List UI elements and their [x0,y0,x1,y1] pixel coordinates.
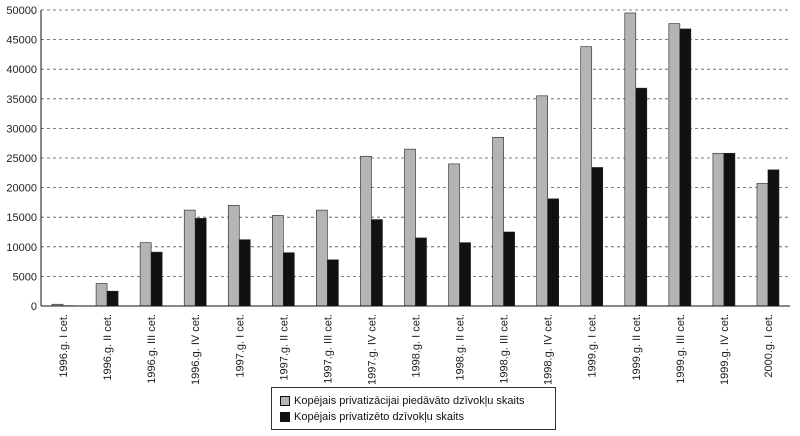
bar-offered [95,283,108,307]
bar-offered [492,136,504,307]
bar-privatized [238,239,251,307]
bar-offered [272,215,284,307]
bar-offered [360,155,372,307]
bar-privatized [635,87,648,307]
x-tick-label: 1998.g. IV cet. [543,314,555,385]
x-tick-label: 1998.g. I cet. [411,314,423,378]
x-tick-label: 2000.g. I cet. [763,314,775,378]
x-tick-label: 1999.g. III cet. [675,314,687,384]
x-tick-label: 1999.g. IV cet. [719,314,731,385]
y-tick-label: 30000 [6,123,37,135]
bar-privatized [150,251,163,307]
bar-privatized [283,252,295,307]
bar-offered [580,46,593,307]
legend-label-privatized: Kopējais privatizēto dzīvokļu skaits [294,411,464,423]
bar-privatized [591,167,604,307]
x-tick-label: 1997.g. III cet. [322,314,334,384]
bar-privatized [547,198,559,307]
y-tick-label: 50000 [6,5,37,17]
bar-offered [624,12,637,307]
legend-swatch-offered [280,396,290,406]
bar-offered [404,148,416,307]
bar-offered [536,95,548,307]
y-tick-label: 40000 [6,64,37,76]
bar-offered [448,163,460,307]
bar-offered [668,23,681,307]
legend-item-privatized: Kopējais privatizēto dzīvokļu skaits [280,410,464,424]
bars [51,12,780,307]
bar-privatized [679,28,692,307]
bar-privatized [327,259,339,307]
x-tick-label: 1999.g. I cet. [587,314,599,378]
x-tick-label: 1997.g. I cet. [234,314,246,378]
y-tick-label: 15000 [6,212,37,224]
y-tick-label: 35000 [6,94,37,106]
x-tick-label: 1996.g. I cet. [58,314,70,378]
bar-privatized [723,152,736,307]
bar-offered [712,152,725,307]
bar-offered [183,209,196,307]
x-tick-label: 1998.g. II cet. [455,314,467,381]
bar-offered [316,209,328,307]
y-tick-labels: 0 5000 10000 15000 20000 25000 30000 35000 40000… [6,5,37,313]
legend-label-offered: Kopējais privatizācijai piedāvāto dzīvok… [294,395,525,407]
y-tick-label: 10000 [6,242,37,254]
y-tick-label: 45000 [6,35,37,47]
y-tick-label: 25000 [6,153,37,165]
bar-privatized [371,219,383,307]
y-tick-label: 5000 [13,271,37,283]
bar-privatized [767,169,780,307]
bar-privatized [459,242,471,307]
x-tick-label: 1996.g. II cet. [102,314,114,381]
x-tick-label: 1997.g. IV cet. [366,314,378,385]
legend-item-offered: Kopējais privatizācijai piedāvāto dzīvok… [280,394,525,408]
x-tick-label: 1996.g. IV cet. [190,314,202,385]
bar-offered [139,242,152,307]
x-tick-label: 1998.g. III cet. [499,314,511,384]
bar-privatized [503,231,515,307]
legend-swatch-privatized [280,412,290,422]
legend: Kopējais privatizācijai piedāvāto dzīvok… [271,387,556,430]
bar-offered [756,183,769,307]
x-tick-labels: 1996.g. I cet. 1996.g. II cet. 1996.g. III… [58,314,775,385]
bar-privatized [415,237,427,307]
bar-offered [227,205,240,307]
x-tick-label: 1997.g. II cet. [278,314,290,381]
bar-privatized [106,290,119,307]
y-tick-label: 0 [31,301,37,313]
x-tick-label: 1999.g. II cet. [631,314,643,381]
y-tick-label: 20000 [6,183,37,195]
bar-privatized [194,218,207,307]
x-tick-label: 1996.g. III cet. [146,314,158,384]
